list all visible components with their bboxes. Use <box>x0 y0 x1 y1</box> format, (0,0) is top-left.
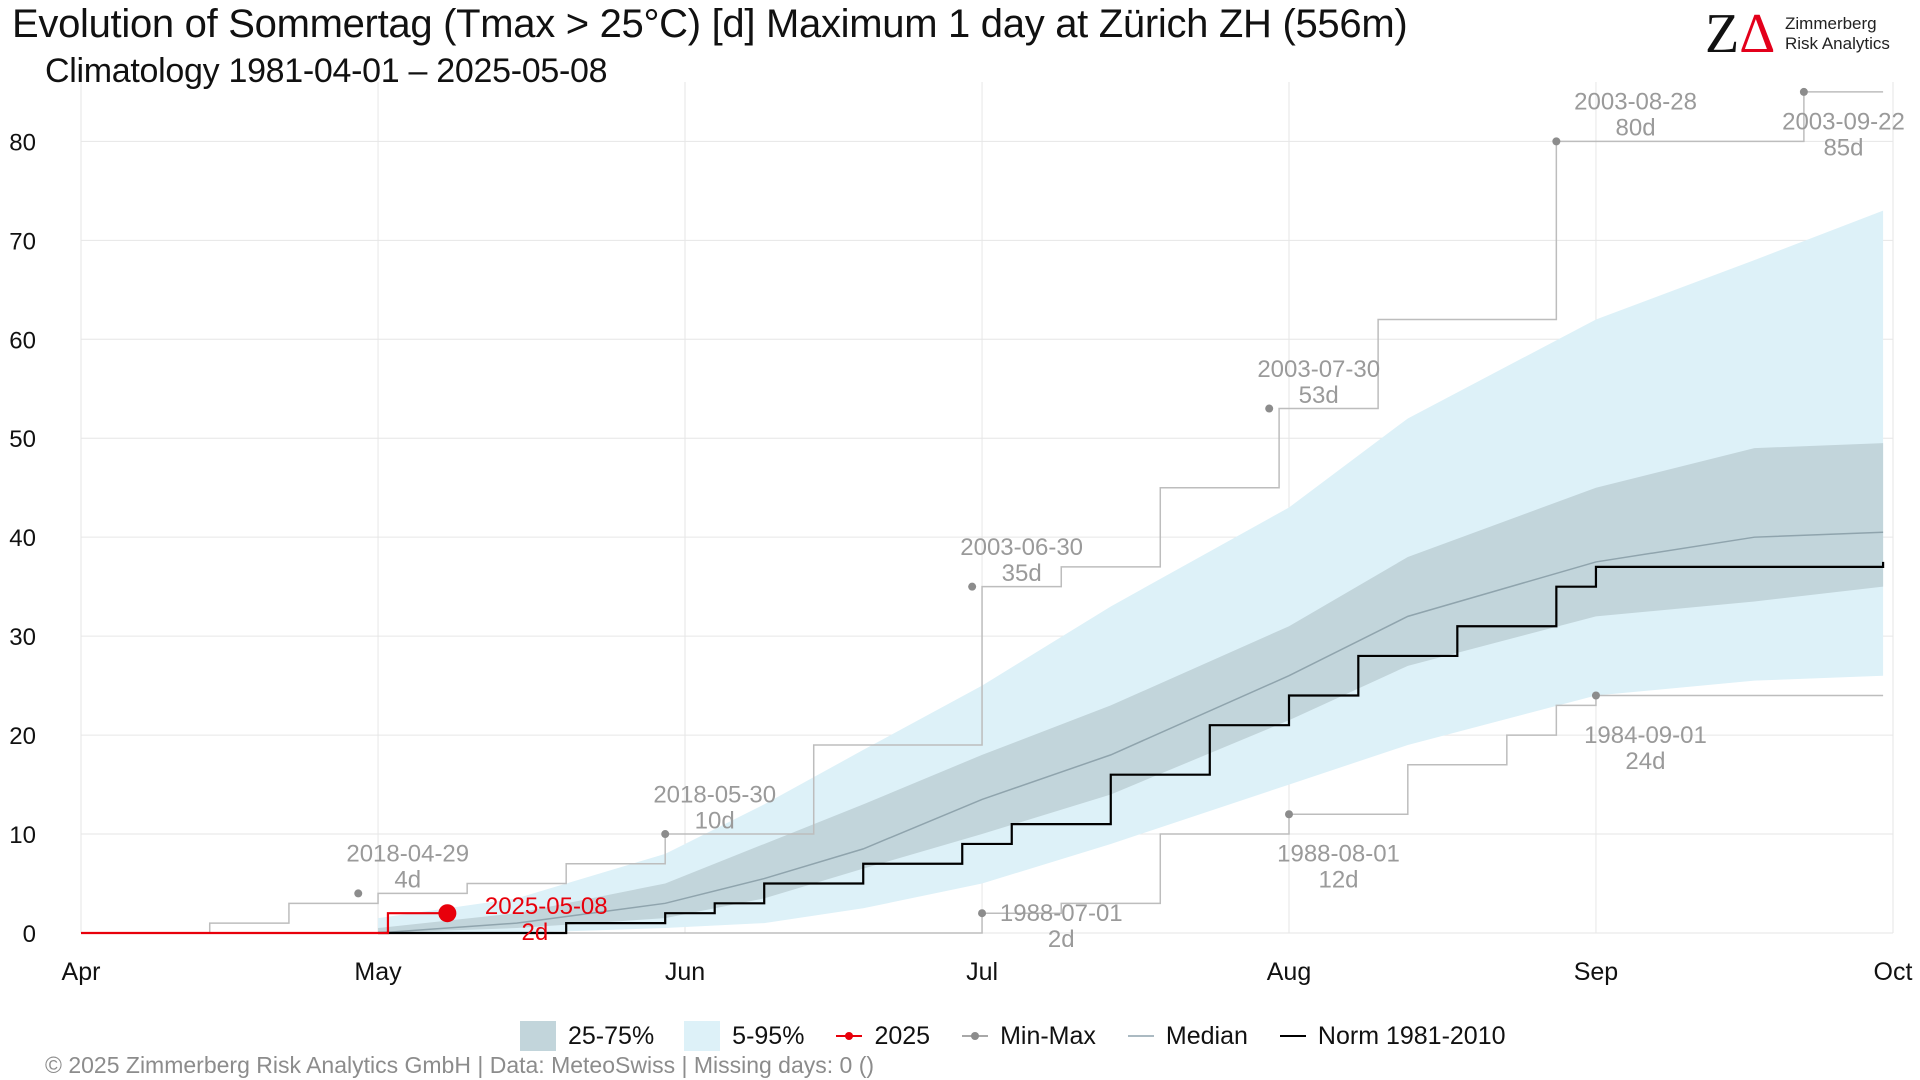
extreme-point <box>1552 137 1561 146</box>
legend-item-median: Median <box>1126 1022 1248 1051</box>
logo-line-1: Zimmerberg <box>1785 14 1877 33</box>
current-year-point <box>438 904 457 923</box>
legend-item-2025: 2025 <box>834 1022 930 1051</box>
legend-item-25-75: 25-75% <box>520 1021 654 1051</box>
logo-z: Z <box>1705 3 1740 65</box>
legend-label-minmax: Min-Max <box>1000 1021 1096 1050</box>
annotation-value: 53d <box>1299 382 1339 409</box>
annotation-date: 1988-07-01 <box>1000 900 1123 927</box>
extreme-point <box>661 830 670 839</box>
y-tick-label: 80 <box>9 129 36 156</box>
extreme-point <box>1591 691 1600 700</box>
y-tick-label: 60 <box>9 327 36 354</box>
annotation-date: 2003-07-30 <box>1257 356 1380 383</box>
x-tick-label: Sep <box>1574 958 1618 986</box>
logo-delta-icon: Δ <box>1739 3 1776 65</box>
legend-label-median: Median <box>1165 1021 1248 1050</box>
chart-subtitle: Climatology 1981-04-01 – 2025-05-08 <box>45 52 608 90</box>
chart-title: Evolution of Sommertag (Tmax > 25°C) [d]… <box>12 2 1408 46</box>
annotation-value: 10d <box>695 807 735 834</box>
axes: 0 10 20 30 40 50 60 70 80 Apr May Jun Jul Aug Sep Oct <box>9 129 1912 986</box>
legend-swatch-25-75 <box>520 1021 556 1051</box>
annotation-date: 1984-09-01 <box>1584 722 1707 749</box>
x-tick-label: Oct <box>1874 958 1913 986</box>
annotation-value: 2d <box>522 919 549 946</box>
annotation-date: 1988-08-01 <box>1277 841 1400 868</box>
legend-key-norm <box>1279 1035 1306 1037</box>
y-tick-label: 70 <box>9 228 36 255</box>
y-tick-label: 40 <box>9 525 36 552</box>
extreme-point <box>978 909 987 918</box>
extreme-point <box>1799 87 1808 96</box>
annotation-value: 24d <box>1625 748 1665 775</box>
legend-key-2025 <box>836 1032 863 1040</box>
extreme-point <box>1285 810 1293 819</box>
y-tick-label: 20 <box>9 723 36 750</box>
y-tick-label: 30 <box>9 624 36 651</box>
extreme-point <box>354 889 363 898</box>
x-tick-label: Aug <box>1267 958 1311 986</box>
legend-key-median <box>1127 1035 1154 1037</box>
extreme-point <box>1265 404 1274 413</box>
annotation-date: 2003-08-28 <box>1574 89 1697 116</box>
legend-label-5-95: 5-95% <box>732 1021 805 1050</box>
logo-line-2: Risk Analytics <box>1785 34 1890 53</box>
band-25-75 <box>378 443 1884 933</box>
band-5-95-layer <box>378 210 1884 934</box>
annotation-value: 4d <box>394 867 421 894</box>
annotation-date: 2003-06-30 <box>960 534 1083 561</box>
y-tick-label: 0 <box>23 921 36 948</box>
band-25-75-layer <box>378 443 1884 933</box>
median-series-line <box>377 531 1884 934</box>
annotation-date: 2018-04-29 <box>346 841 469 868</box>
annotation-date: 2025-05-08 <box>485 893 608 920</box>
x-tick-label: May <box>354 958 402 986</box>
annotation-value: 35d <box>1002 560 1042 587</box>
legend-key-minmax <box>962 1032 989 1040</box>
y-tick-label: 10 <box>9 822 36 849</box>
company-logo: ZΔ Zimmerberg Risk Analytics <box>1705 6 1915 62</box>
annotation-value: 2d <box>1048 926 1075 953</box>
x-tick-label: Jun <box>665 958 705 986</box>
logo-mark: ZΔ <box>1705 6 1775 62</box>
x-tick-label: Jul <box>966 958 998 986</box>
annotation-date: 2018-05-30 <box>653 781 776 808</box>
annotation-date: 2003-09-22 <box>1782 108 1905 135</box>
logo-text: Zimmerberg Risk Analytics <box>1785 14 1890 54</box>
max-series-line <box>81 91 1884 934</box>
annotation-value: 85d <box>1823 134 1863 161</box>
series-lines <box>81 91 1885 935</box>
annotation-value: 80d <box>1616 115 1656 142</box>
y-tick-label: 50 <box>9 426 36 453</box>
legend-swatch-5-95 <box>684 1021 721 1051</box>
legend-item-minmax: Min-Max <box>960 1022 1096 1051</box>
footer-caption: © 2025 Zimmerberg Risk Analytics GmbH | … <box>45 1052 875 1078</box>
band-5-95 <box>378 210 1884 934</box>
legend-item-norm: Norm 1981-2010 <box>1278 1022 1506 1051</box>
x-tick-label: Apr <box>62 958 101 986</box>
annotation-value: 12d <box>1318 867 1358 894</box>
extreme-point <box>968 582 977 591</box>
legend-label-norm: Norm 1981-2010 <box>1317 1021 1506 1050</box>
legend-label-25-75: 25-75% <box>568 1021 655 1050</box>
legend: 25-75% 5-95% 2025 Min-Max Median Norm 19… <box>520 1016 1536 1056</box>
current-year-series-line <box>81 912 448 935</box>
legend-label-2025: 2025 <box>874 1021 931 1050</box>
norm-series-line <box>378 561 1885 935</box>
min-series-line <box>81 694 1884 934</box>
legend-item-5-95: 5-95% <box>684 1021 804 1051</box>
